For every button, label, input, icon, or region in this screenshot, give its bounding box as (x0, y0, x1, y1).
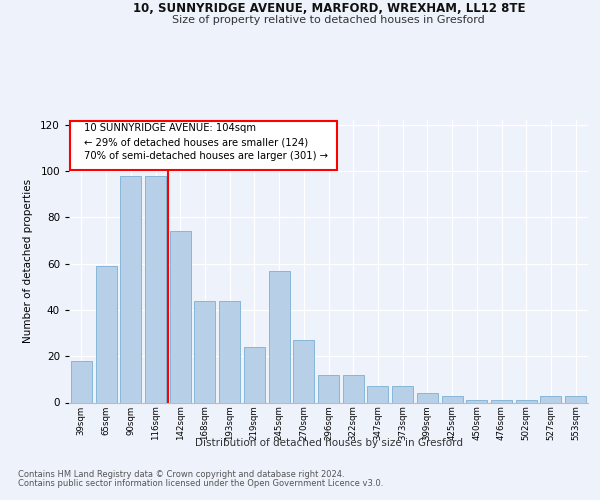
Bar (194, 300, 215, 402)
Bar (170, 231, 191, 402)
Bar (392, 386, 413, 402)
Bar (71, 361, 92, 403)
Bar (466, 400, 487, 402)
Bar (516, 400, 537, 402)
Y-axis label: Number of detached properties: Number of detached properties (23, 179, 33, 344)
Bar (293, 340, 314, 402)
Bar (95, 266, 116, 402)
Text: 70% of semi-detached houses are larger (301) →: 70% of semi-detached houses are larger (… (84, 152, 328, 162)
Text: ← 29% of detached houses are smaller (124): ← 29% of detached houses are smaller (12… (84, 138, 308, 147)
Bar (120, 176, 141, 402)
Bar (145, 176, 166, 402)
Text: Contains public sector information licensed under the Open Government Licence v3: Contains public sector information licen… (18, 479, 383, 488)
Bar (367, 386, 388, 402)
Bar (442, 396, 463, 402)
Text: Distribution of detached houses by size in Gresford: Distribution of detached houses by size … (195, 438, 463, 448)
Text: 10 SUNNYRIDGE AVENUE: 104sqm: 10 SUNNYRIDGE AVENUE: 104sqm (84, 124, 256, 134)
Bar (417, 393, 438, 402)
Bar (219, 300, 240, 402)
Bar (565, 396, 586, 402)
FancyBboxPatch shape (70, 121, 337, 170)
Bar (318, 374, 339, 402)
Bar (269, 270, 290, 402)
Bar (343, 374, 364, 402)
Text: Contains HM Land Registry data © Crown copyright and database right 2024.: Contains HM Land Registry data © Crown c… (18, 470, 344, 479)
Bar (541, 396, 562, 402)
Text: 10, SUNNYRIDGE AVENUE, MARFORD, WREXHAM, LL12 8TE: 10, SUNNYRIDGE AVENUE, MARFORD, WREXHAM,… (133, 2, 525, 16)
Bar (244, 347, 265, 403)
Bar (491, 400, 512, 402)
Text: Size of property relative to detached houses in Gresford: Size of property relative to detached ho… (172, 15, 485, 25)
